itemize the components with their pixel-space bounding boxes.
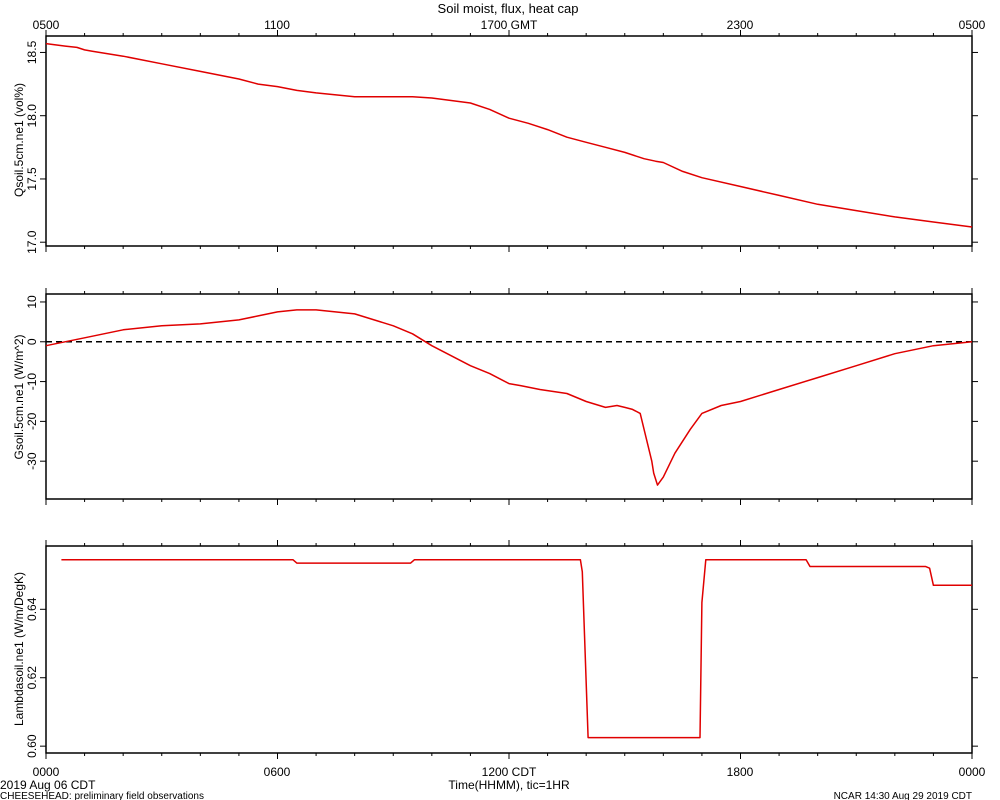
y-axis-label: Qsoil.5cm.ne1 (vol%) [12,83,26,197]
panel-grid-ticks [40,30,978,252]
top-tick-label: 2300 [727,18,754,32]
y-tick-label: 17.0 [25,230,39,254]
top-gmt-axis: 0500 1100 1700 GMT 2300 0500 [33,18,986,32]
top-tick-label: 0500 [33,18,60,32]
panel-frame [45,545,973,754]
date-label: 2019 Aug 06 CDT [0,778,96,792]
y-tick-label: 17.5 [25,167,39,191]
footer-left: CHEESEHEAD: preliminary field observatio… [0,791,204,800]
series-line [45,309,973,486]
bottom-tick-label: 0000 [33,765,60,779]
panel-frame [45,35,973,247]
y-tick-label: -20 [25,412,39,430]
y-tick-label: 0.64 [25,597,39,621]
panel-grid-ticks [40,288,978,505]
y-axis-label: Gsoil.5cm.ne1 (W/m^2) [12,335,26,460]
series-line [45,42,973,228]
y-tick-label: 0.60 [25,734,39,758]
panel-ytick-labels: 10 0 -10 -20 -30 [25,295,39,470]
panel-soil-moisture: 17.0 17.5 18.0 18.5 Qsoil.5cm.ne1 (vol%) [12,30,978,254]
y-tick-label: 18.0 [25,104,39,128]
panel-soil-heat-flux: 10 0 -10 -20 -30 Gsoil.5cm.ne1 (W/m^2) [12,288,978,505]
bottom-tick-label: 1200 CDT [482,765,537,779]
bottom-cdt-axis: 0000 0600 1200 CDT 1800 0000 [33,765,986,779]
y-tick-label: 0.62 [25,666,39,690]
series-line [61,558,972,739]
top-tick-label: 1700 GMT [481,18,538,32]
bottom-tick-label: 0000 [959,765,986,779]
panel-thermal-conductivity: 0.60 0.62 0.64 Lambdasoil.ne1 (W/m/DegK) [12,540,978,759]
y-axis-label: Lambdasoil.ne1 (W/m/DegK) [12,572,26,726]
bottom-tick-label: 0600 [264,765,291,779]
y-tick-label: 18.5 [25,40,39,64]
panel-ytick-labels: 0.60 0.62 0.64 [25,597,39,758]
panel-ytick-labels: 17.0 17.5 18.0 18.5 [25,40,39,253]
x-axis-label: Time(HHMM), tic=1HR [448,778,570,792]
footer-right: NCAR 14:30 Aug 29 2019 CDT [834,791,972,800]
top-tick-label: 1100 [264,18,290,32]
bottom-tick-label: 1800 [727,765,754,779]
y-tick-label: -30 [25,452,39,470]
panel-grid-ticks [40,540,978,759]
y-tick-label: -10 [25,373,39,391]
y-tick-label: 0 [25,338,39,345]
top-tick-label: 0500 [959,18,986,32]
y-tick-label: 10 [25,295,39,309]
chart-title: Soil moist, flux, heat cap [438,1,579,16]
